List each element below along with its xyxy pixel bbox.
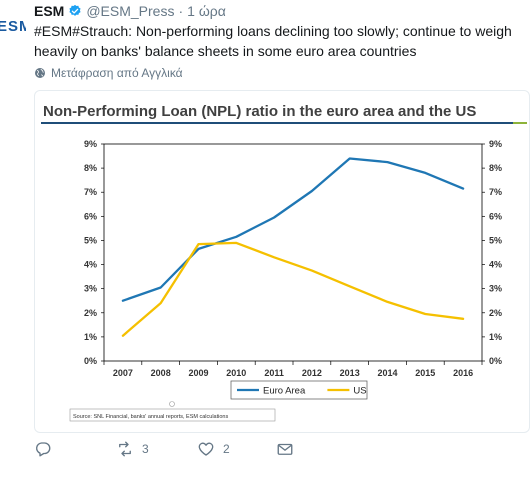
x-tick-label: 2009: [188, 368, 208, 378]
legend-label: US: [353, 386, 366, 397]
y-tick-label-right: 9%: [489, 139, 502, 149]
globe-icon: [35, 68, 45, 78]
x-tick-label: 2011: [264, 368, 284, 378]
translate-link[interactable]: Μετάφραση από Αγγλικά: [34, 66, 183, 80]
y-tick-label-right: 5%: [489, 235, 502, 245]
title-rule: [41, 122, 513, 124]
x-tick-label: 2008: [151, 368, 171, 378]
y-tick-label-right: 7%: [489, 187, 502, 197]
chart-title: Non-Performing Loan (NPL) ratio in the e…: [43, 103, 476, 120]
heart-icon: [198, 442, 214, 456]
envelope-icon: [277, 443, 293, 455]
tweet-timestamp[interactable]: 1 ώρα: [187, 3, 226, 19]
y-tick-label-right: 0%: [489, 356, 502, 366]
tweet-actions: 3 2: [34, 440, 334, 466]
avatar[interactable]: ESM: [0, 20, 26, 36]
tweet-text: #ESM#Strauch: Non-performing loans decli…: [34, 23, 512, 59]
y-tick-label-left: 2%: [84, 308, 97, 318]
author-name[interactable]: ESM: [34, 3, 65, 19]
y-tick-label-left: 0%: [84, 356, 97, 366]
source-box-handle: [169, 401, 175, 407]
plot-area: [103, 143, 483, 362]
chart-source: Source: SNL Financial, banks' annual rep…: [73, 414, 228, 420]
x-tick-label: 2016: [453, 368, 473, 378]
translate-label: Μετάφραση από Αγγλικά: [51, 66, 183, 80]
x-tick-label: 2014: [377, 368, 397, 378]
npl-chart: Non-Performing Loan (NPL) ratio in the e…: [41, 103, 527, 422]
avatar-text: ESM: [0, 20, 26, 35]
direct-message-button[interactable]: [276, 440, 294, 458]
chart-legend: Euro Area US: [230, 380, 368, 400]
separator-dot: ·: [178, 3, 184, 19]
tweet-header: ESM @ESM_Press · 1 ώρα: [34, 2, 226, 20]
y-tick-label-left: 3%: [84, 284, 97, 294]
y-tick-label-left: 6%: [84, 211, 97, 221]
x-tick-label: 2013: [340, 368, 360, 378]
x-tick-label: 2012: [302, 368, 322, 378]
reply-icon: [36, 442, 51, 457]
retweet-icon: [119, 441, 131, 457]
verified-icon: [69, 4, 81, 16]
retweet-button[interactable]: 3: [116, 440, 149, 458]
series-line-us: [121, 241, 465, 337]
y-tick-label-right: 2%: [489, 308, 502, 318]
y-tick-label-right: 1%: [489, 332, 502, 342]
y-tick-label-right: 6%: [489, 211, 502, 221]
y-tick-label-left: 9%: [84, 139, 97, 149]
y-tick-label-left: 1%: [84, 332, 97, 342]
y-tick-label-right: 8%: [489, 163, 502, 173]
y-tick-label-left: 4%: [84, 260, 97, 270]
x-tick-label: 2007: [113, 368, 133, 378]
reply-button[interactable]: [34, 440, 60, 458]
chart-card[interactable]: Non-Performing Loan (NPL) ratio in the e…: [34, 90, 530, 433]
retweet-count: 3: [142, 442, 149, 456]
author-handle[interactable]: @ESM_Press: [86, 3, 175, 19]
y-tick-label-left: 8%: [84, 163, 97, 173]
like-count: 2: [223, 442, 230, 456]
y-tick-label-right: 4%: [489, 260, 502, 270]
like-button[interactable]: 2: [197, 440, 230, 458]
y-tick-label-left: 5%: [84, 235, 97, 245]
legend-label: Euro Area: [263, 386, 306, 397]
x-tick-label: 2010: [226, 368, 246, 378]
x-tick-label: 2015: [415, 368, 435, 378]
y-tick-label-right: 3%: [489, 284, 502, 294]
source-box: [69, 408, 276, 422]
title-rule-accent: [513, 122, 527, 124]
series-line-euro-area: [121, 157, 465, 302]
y-tick-label-left: 7%: [84, 187, 97, 197]
legend-box: [230, 380, 368, 400]
